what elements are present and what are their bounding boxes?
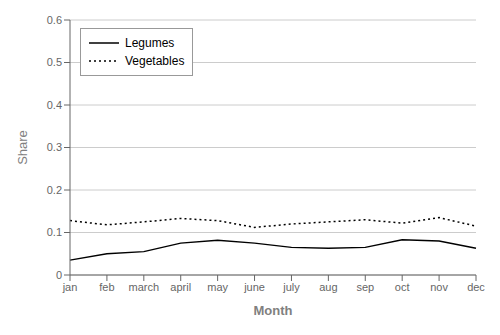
svg-text:Share: Share [15, 130, 30, 165]
svg-text:0.6: 0.6 [47, 14, 62, 26]
svg-text:june: june [243, 281, 265, 293]
svg-text:may: may [207, 281, 228, 293]
svg-text:april: april [170, 281, 191, 293]
svg-text:march: march [129, 281, 160, 293]
svg-text:july: july [282, 281, 300, 293]
svg-text:sep: sep [356, 281, 374, 293]
html-text:Legumes: Legumes [125, 36, 175, 50]
svg-text:0.5: 0.5 [47, 56, 62, 68]
svg-text:0: 0 [56, 269, 62, 281]
svg-text:nov: nov [430, 281, 448, 293]
svg-text:Month: Month [254, 303, 293, 318]
svg-text:feb: feb [99, 281, 114, 293]
svg-text:0.3: 0.3 [47, 141, 62, 153]
svg-text:oct: oct [395, 281, 410, 293]
svg-text:aug: aug [319, 281, 337, 293]
html-text:Vegetables: Vegetables [125, 54, 185, 68]
svg-text:0.4: 0.4 [47, 99, 62, 111]
svg-text:dec: dec [467, 281, 485, 293]
svg-text:0.1: 0.1 [47, 226, 62, 238]
svg-text:jan: jan [62, 281, 78, 293]
svg-text:0.2: 0.2 [47, 184, 62, 196]
